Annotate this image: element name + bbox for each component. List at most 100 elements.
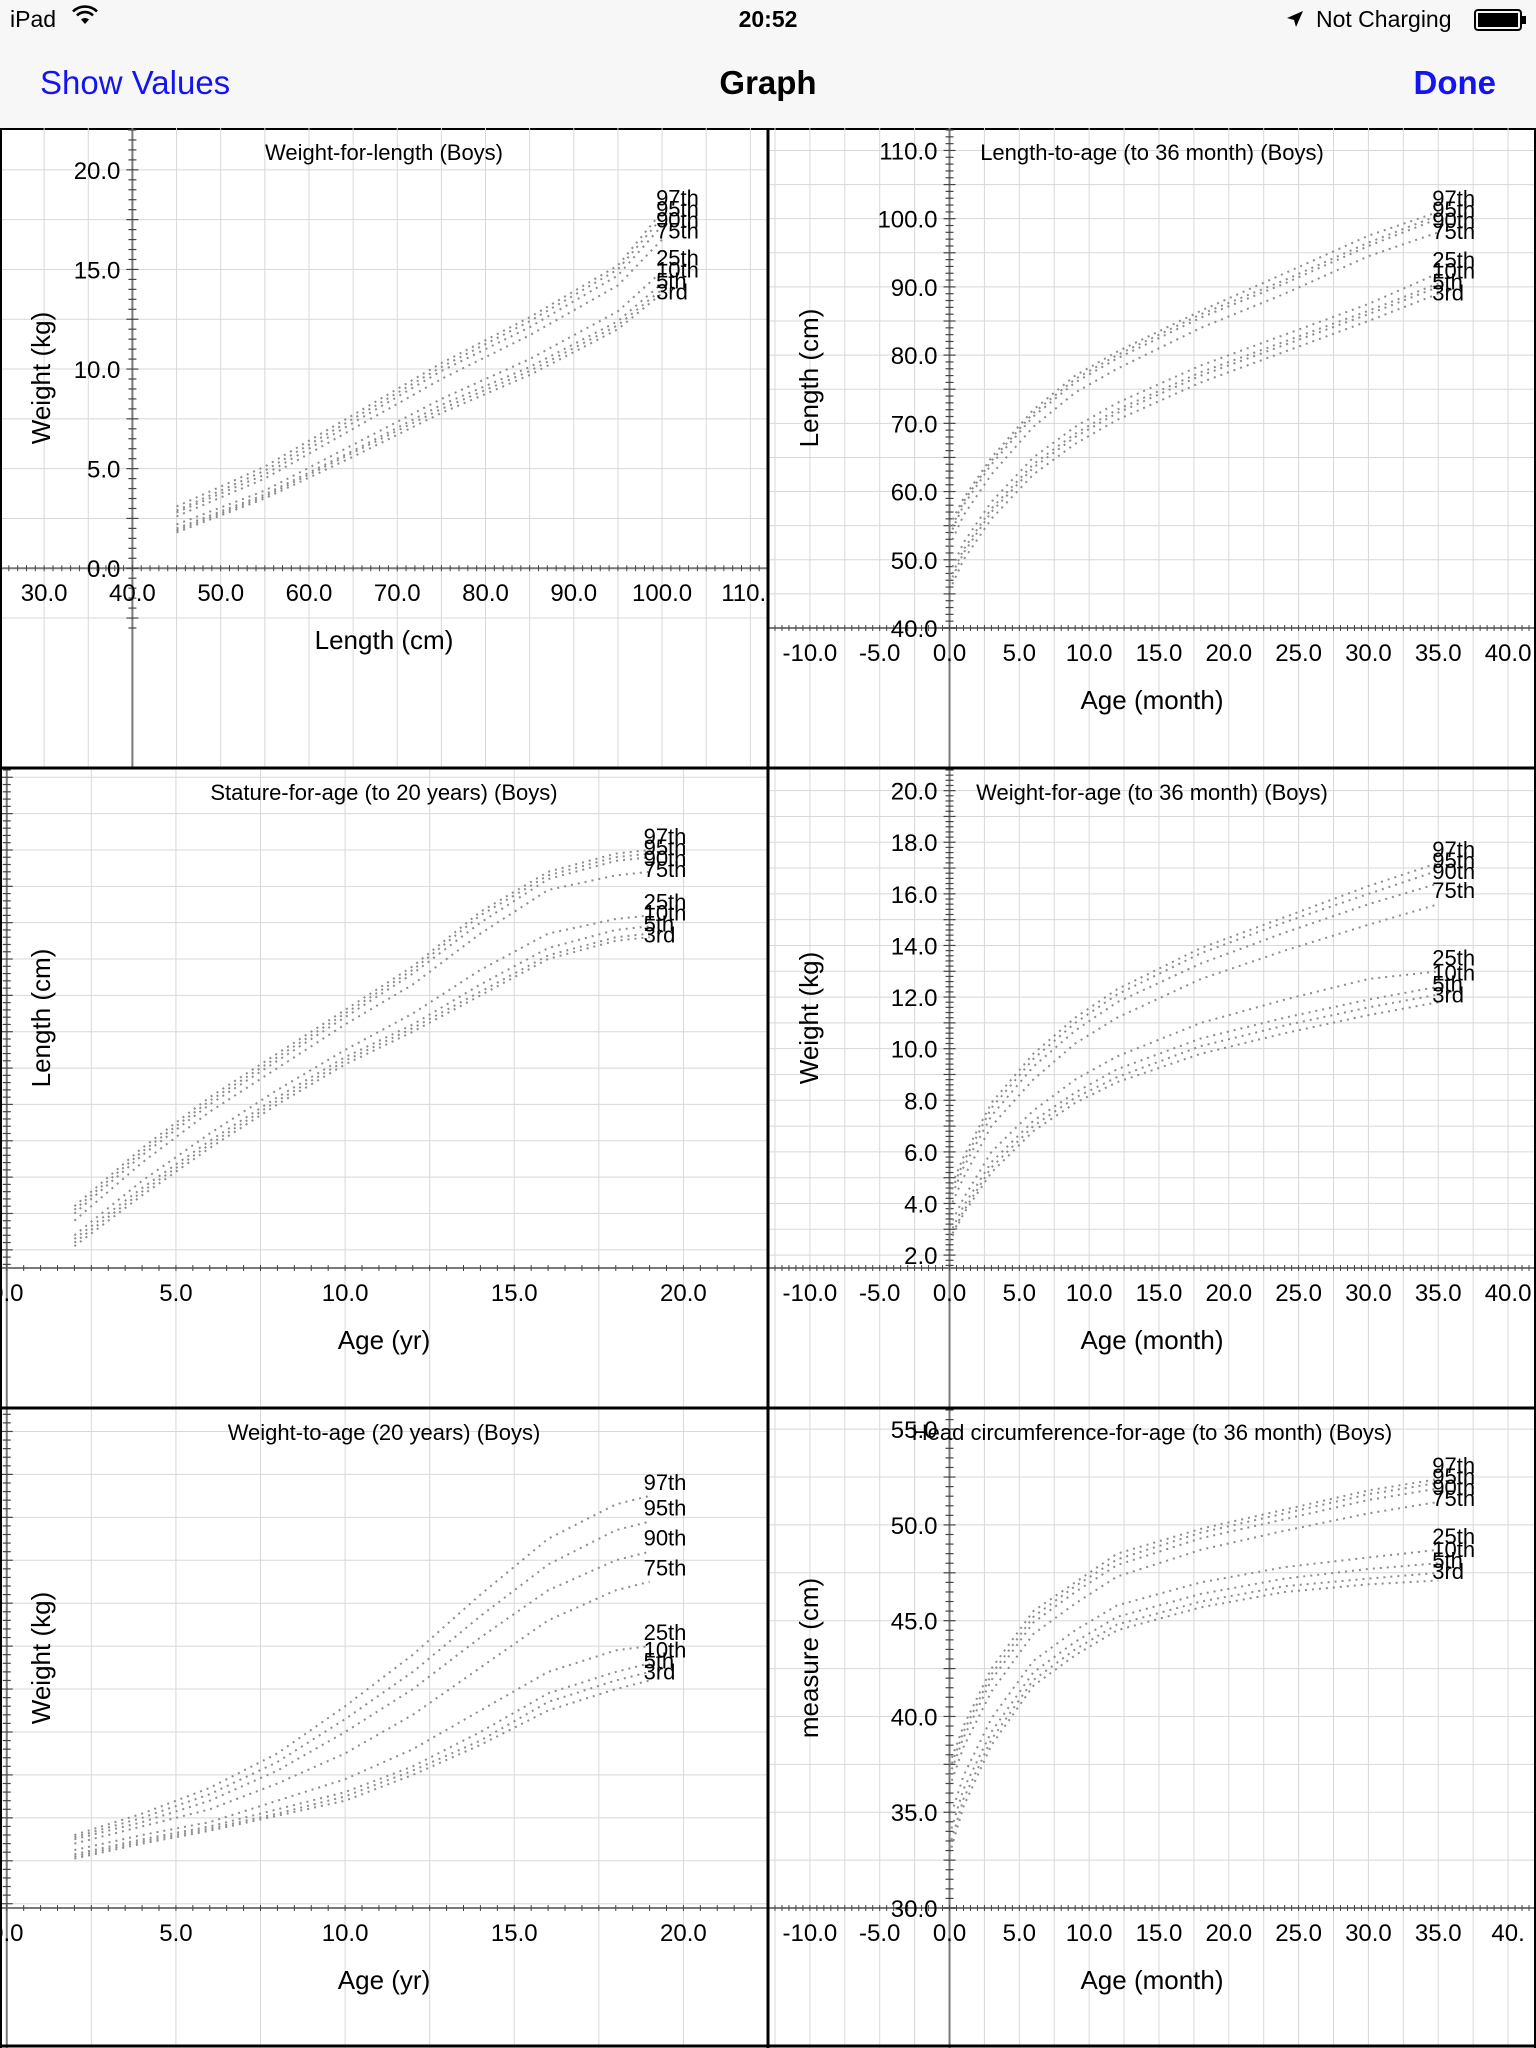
chart-stature-for-age: 80.0100.0120.0140.0160.0180.0200.00.05.0… xyxy=(0,768,768,1408)
y-tick-label: 18.0 xyxy=(891,830,938,857)
x-tick-label: -5.0 xyxy=(859,1280,900,1307)
chart-panel-weight-for-age: 2.0 4.0 6.0 8.0 10.0 12.0 14.0 16.0 18.0 20.0 -10.… xyxy=(768,768,1536,1408)
x-tick-label: 25.0 xyxy=(1275,1920,1322,1947)
series-line-90th xyxy=(948,1487,1439,1777)
grid xyxy=(768,1408,1536,2048)
series-label-75th: 75th xyxy=(656,219,699,244)
series-line-3rd xyxy=(74,1679,650,1860)
x-tick-label: 30.0 xyxy=(1345,1920,1392,1947)
chart-panel-weight-to-age: 20.040.060.080.0100.00.05.010.015.020.0W… xyxy=(0,1408,768,2048)
series-line-97th xyxy=(948,210,1439,527)
x-tick-label: 20.0 xyxy=(1205,1280,1252,1307)
device-label: iPad xyxy=(10,6,57,32)
y-tick-label: 90.0 xyxy=(891,275,938,302)
x-tick-label: 40.0 xyxy=(109,580,156,607)
grid xyxy=(0,1408,768,2048)
chart-panel-stature-for-age: 80.0100.0120.0140.0160.0180.0200.00.05.0… xyxy=(0,768,768,1408)
series-line-10th xyxy=(74,1662,650,1856)
series-label-75th: 75th xyxy=(644,1556,687,1581)
x-tick-label: 20.0 xyxy=(660,1280,707,1307)
series-line-3rd xyxy=(948,1579,1439,1855)
x-tick-label: 35.0 xyxy=(1415,640,1462,667)
done-button[interactable]: Done xyxy=(1413,64,1497,101)
x-tick-label: 15.0 xyxy=(491,1280,538,1307)
chart-panel-length-to-age: 40.0 50.0 60.0 70.0 80.0 90.0 100.0 110.0 -10.0-… xyxy=(768,128,1536,768)
charts-grid: 0.0 5.0 10.0 15.0 20.0 30.0 40.0 50.0 60.0 70.0 80… xyxy=(0,128,1536,2048)
x-axis-label: Age (yr) xyxy=(338,1965,430,1995)
y-tick-label: 80.0 xyxy=(891,343,938,370)
series-line-3rd xyxy=(948,292,1439,591)
chart-head-circumference: 30.0 35.0 40.0 45.0 50.0 55.0 -10.0 -5.0 0.0 5.0 1… xyxy=(768,1408,1536,2048)
y-axis-label: Weight (kg) xyxy=(26,1592,56,1724)
grid xyxy=(0,768,768,1408)
x-axis-label: Age (yr) xyxy=(338,1325,430,1355)
series-line-75th xyxy=(176,238,663,518)
series-line-5th xyxy=(948,993,1439,1241)
y-tick-label: 30.0 xyxy=(891,1896,938,1923)
series-line-97th xyxy=(176,211,663,508)
x-tick-label: 15.0 xyxy=(491,1920,538,1947)
grid xyxy=(768,768,1536,1408)
series-label-97th: 97th xyxy=(1432,1453,1475,1478)
chart-panel-weight-for-length: 0.0 5.0 10.0 15.0 20.0 30.0 40.0 50.0 60.0 70.0 80… xyxy=(0,128,768,768)
y-axis-label: Weight (kg) xyxy=(794,952,824,1084)
chart-weight-for-length: 0.0 5.0 10.0 15.0 20.0 30.0 40.0 50.0 60.0 70.0 80… xyxy=(0,128,768,768)
status-bar: iPad 20:52 Not Charging xyxy=(0,0,1536,40)
y-tick-label: 2.0 xyxy=(904,1243,937,1270)
series-line-95th xyxy=(948,214,1439,533)
series-line-90th xyxy=(73,856,650,1215)
x-tick-label: 35.0 xyxy=(1415,1920,1462,1947)
y-axis-label: Weight (kg) xyxy=(26,312,56,444)
chart-title: Weight-for-age (to 36 month) (Boys) xyxy=(976,780,1328,805)
series-line-3rd xyxy=(948,1001,1439,1243)
series-label-97th: 97th xyxy=(1432,186,1475,211)
series-label-75th: 75th xyxy=(1432,878,1475,903)
series-label-95th: 95th xyxy=(644,835,687,860)
x-axis-label: Age (month) xyxy=(1080,1965,1223,1995)
series-label-90th: 90th xyxy=(644,1526,687,1551)
y-tick-label: 100.0 xyxy=(877,207,937,234)
x-tick-label: 0.0 xyxy=(0,1920,23,1947)
clock: 20:52 xyxy=(738,6,798,32)
series-line-90th xyxy=(948,882,1439,1202)
series-label-10th: 10th xyxy=(656,257,699,282)
series-label-25th: 25th xyxy=(656,245,699,270)
x-tick-label: 0.0 xyxy=(933,640,966,667)
series-label-95th: 95th xyxy=(1432,197,1475,222)
y-tick-label: 15.0 xyxy=(74,257,121,284)
series-label-75th: 75th xyxy=(644,857,687,882)
series-label-3rd: 3rd xyxy=(644,1659,676,1684)
series-label-75th: 75th xyxy=(1432,219,1475,244)
chart-title: Stature-for-age (to 20 years) (Boys) xyxy=(210,780,557,805)
y-tick-label: 40.0 xyxy=(891,1704,938,1731)
x-tick-label: 5.0 xyxy=(1003,1920,1036,1947)
x-axis-label: Length (cm) xyxy=(315,625,454,655)
series-line-95th xyxy=(74,1520,650,1839)
location-arrow-icon xyxy=(1285,8,1305,35)
series-label-3rd: 3rd xyxy=(656,279,688,304)
series-label-5th: 5th xyxy=(656,268,687,293)
chart-weight-for-age: 2.0 4.0 6.0 8.0 10.0 12.0 14.0 16.0 18.0 20.0 -10.… xyxy=(768,768,1536,1408)
y-tick-label: 8.0 xyxy=(904,1088,937,1115)
y-tick-label: 14.0 xyxy=(891,933,938,960)
x-tick-label: 30.0 xyxy=(21,580,68,607)
page-title: Graph xyxy=(719,64,817,101)
y-tick-label: 35.0 xyxy=(891,1800,938,1827)
y-tick-label: 4.0 xyxy=(904,1191,937,1218)
y-axis-label: measure (cm) xyxy=(794,1578,824,1738)
y-tick-label: 70.0 xyxy=(891,411,938,438)
series-line-5th xyxy=(73,932,650,1244)
x-tick-label: -10.0 xyxy=(783,640,838,667)
y-tick-label: 5.0 xyxy=(87,457,120,484)
series-label-97th: 97th xyxy=(644,824,687,849)
series-label-25th: 25th xyxy=(1432,247,1475,272)
series-line-5th xyxy=(74,1670,650,1858)
x-tick-label: 100.0 xyxy=(632,580,692,607)
x-tick-label: 50.0 xyxy=(197,580,244,607)
y-tick-label: 110.0 xyxy=(879,138,937,165)
x-tick-label: 20.0 xyxy=(660,1920,707,1947)
y-tick-label: 12.0 xyxy=(891,985,938,1012)
y-tick-label: 55.0 xyxy=(891,1417,938,1444)
x-tick-label: 0.0 xyxy=(933,1280,966,1307)
show-values-button[interactable]: Show Values xyxy=(40,64,231,101)
